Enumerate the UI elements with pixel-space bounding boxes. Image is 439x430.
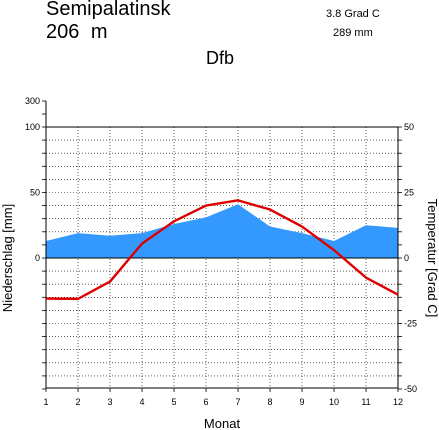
station-name: Semipalatinsk bbox=[46, 0, 171, 20]
x-tick-label: 11 bbox=[361, 397, 370, 407]
left-tick-label: 100 bbox=[25, 122, 40, 132]
left-tick-label: 0 bbox=[35, 253, 40, 263]
left-axis-title: Niederschlag [mm] bbox=[0, 204, 15, 312]
right-tick-label: 25 bbox=[404, 188, 414, 198]
x-tick-label: 3 bbox=[107, 397, 112, 407]
annual-precipitation: 289 mm bbox=[333, 27, 373, 39]
climate-classification: Dfb bbox=[206, 48, 235, 68]
temperature-line bbox=[45, 199, 399, 301]
right-tick-label: -25 bbox=[404, 319, 417, 329]
x-tick-label: 8 bbox=[267, 397, 272, 407]
x-tick-label: 10 bbox=[329, 397, 339, 407]
precipitation-area-layer bbox=[46, 204, 398, 258]
left-tick-label: 50 bbox=[30, 188, 40, 198]
x-tick-label: 5 bbox=[171, 397, 176, 407]
station-elevation: 206 m bbox=[46, 21, 108, 43]
temperature-line-layer bbox=[45, 199, 399, 301]
right-tick-label: -50 bbox=[404, 384, 417, 394]
x-tick-label: 4 bbox=[139, 397, 144, 407]
x-tick-label: 1 bbox=[43, 397, 48, 407]
x-tick-label: 9 bbox=[299, 397, 304, 407]
right-axis-title: Temperatur [Grad C] bbox=[425, 199, 439, 318]
x-tick-label: 6 bbox=[203, 397, 208, 407]
x-axis-title: Monat bbox=[204, 416, 241, 430]
axis-ticks bbox=[42, 100, 402, 392]
right-tick-label: 50 bbox=[404, 122, 414, 132]
x-tick-label: 2 bbox=[75, 397, 80, 407]
precipitation-area bbox=[46, 204, 398, 258]
right-tick-label: 0 bbox=[404, 253, 409, 263]
mean-temperature: 3.8 Grad C bbox=[326, 8, 380, 20]
left-tick-label: 300 bbox=[25, 96, 40, 106]
x-tick-label: 7 bbox=[235, 397, 240, 407]
x-tick-label: 12 bbox=[393, 397, 403, 407]
